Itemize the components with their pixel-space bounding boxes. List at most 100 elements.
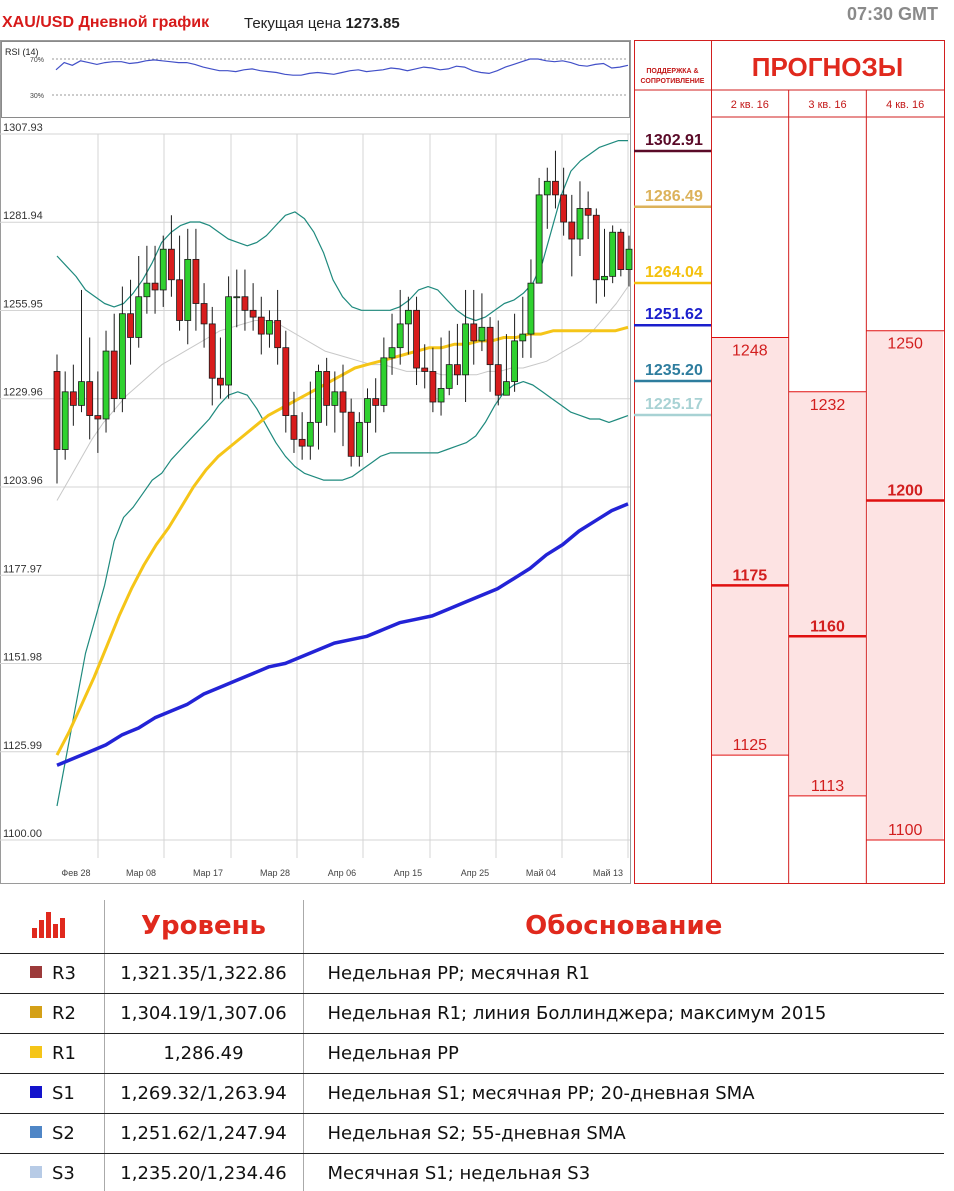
forecast-high-label: 1250	[887, 336, 923, 353]
candle	[568, 194, 576, 277]
level-tag-label: R1	[52, 1042, 76, 1064]
candle	[429, 347, 437, 413]
candle-body	[233, 296, 241, 299]
candle	[151, 245, 159, 314]
candle-body	[184, 258, 192, 321]
candle-body	[601, 275, 608, 281]
candle-body	[429, 371, 437, 403]
candle	[535, 177, 543, 284]
candle	[233, 269, 241, 328]
forecast-low-label: 1125	[733, 737, 768, 754]
candle	[110, 313, 118, 413]
level-value: 1,269.32/1,263.94	[104, 1073, 304, 1114]
candle	[78, 289, 85, 413]
forecast-mid-label: 1175	[732, 567, 767, 584]
candle-body	[486, 326, 494, 366]
candle	[347, 398, 355, 467]
rsi-tick-label: 70%	[30, 57, 44, 64]
candle-body	[364, 398, 371, 423]
candle-body	[453, 364, 461, 376]
current-price: Текущая цена 1273.85	[244, 15, 400, 32]
candle	[282, 330, 290, 433]
levels-table-body: R3 1,321.35/1,322.86 Недельная PP; месячна…	[0, 953, 944, 1191]
candle-body	[78, 381, 85, 406]
candle	[355, 412, 363, 467]
candle-body	[143, 282, 151, 298]
x-tick-label: Апр 15	[394, 868, 422, 878]
y-tick-label: 1281.94	[3, 210, 43, 222]
level-tag: R2	[0, 993, 105, 1034]
candle-body	[339, 391, 347, 413]
support-resistance-column	[634, 40, 712, 884]
rsi-tick-label: 30%	[30, 93, 44, 100]
candle	[592, 208, 600, 304]
candle	[69, 364, 77, 426]
forecast-mid-label: 1160	[810, 618, 845, 635]
table-row: S3 1,235.20/1,234.46 Месячная S1; недельна…	[0, 1153, 944, 1191]
candle-body	[331, 391, 339, 406]
candle-body	[592, 214, 600, 281]
level-color-swatch	[30, 1005, 42, 1018]
candle	[372, 378, 380, 433]
candle	[266, 310, 273, 348]
candle-body	[94, 415, 102, 420]
candle-body	[404, 309, 412, 325]
sr-level-label: 1302.91	[645, 132, 703, 149]
candle	[192, 228, 200, 331]
x-tick-label: Мар 17	[193, 868, 223, 878]
candle-body	[609, 231, 617, 277]
candle	[609, 225, 617, 284]
candle	[453, 323, 461, 386]
candle-body	[192, 258, 200, 304]
candle	[118, 286, 126, 413]
candle	[617, 228, 625, 277]
level-value: 1,251.62/1,247.94	[104, 1113, 304, 1154]
level-value: 1,321.35/1,322.86	[104, 953, 304, 994]
candle-body	[127, 313, 134, 338]
candle	[200, 283, 208, 348]
level-tag-label: S1	[52, 1082, 75, 1104]
x-tick-label: Мар 28	[260, 868, 290, 878]
candle	[437, 337, 445, 416]
level-reason: Недельная S2; 55-дневная SMA	[303, 1113, 944, 1154]
level-header: Уровень	[104, 900, 304, 954]
sr-level-label: 1286.49	[645, 188, 703, 205]
level-tag-label: S3	[52, 1162, 75, 1184]
candle-body	[372, 398, 380, 406]
candle	[511, 313, 519, 392]
sr-level-label: 1225.17	[645, 396, 703, 413]
candle	[601, 228, 608, 297]
candle-body	[306, 421, 314, 447]
price-chart: RSI (14)70% 30% 1307.93 1281.94 1255.95 1229.…	[0, 40, 945, 884]
candle-body	[282, 347, 290, 416]
candle-body	[135, 296, 143, 338]
level-tag-label: R2	[52, 1002, 76, 1024]
sr-title: ПОДДЕРЖКА & СОПРОТИВЛЕНИЕ	[641, 68, 705, 85]
candle-body	[257, 316, 265, 335]
x-tick-label: Май 13	[593, 868, 623, 878]
level-tag-label: R3	[52, 962, 76, 984]
candle	[143, 245, 151, 314]
candle	[94, 371, 102, 453]
candle	[184, 228, 192, 345]
candle-body	[380, 357, 388, 406]
candle	[102, 330, 110, 433]
sma-blue-line	[56, 502, 629, 767]
main-chart-frame	[0, 40, 631, 884]
rsi-label: RSI (14)	[5, 47, 39, 57]
forecast-panel	[711, 40, 945, 884]
candle	[527, 259, 535, 358]
candle-body	[274, 320, 282, 349]
level-reason: Недельная PP	[303, 1033, 944, 1074]
level-color-swatch	[30, 1125, 42, 1138]
forecast-mid-label: 1200	[887, 482, 923, 499]
candle	[159, 235, 167, 307]
candle-body	[413, 309, 420, 369]
candle	[404, 296, 412, 355]
candle-body	[462, 323, 469, 376]
candle	[86, 337, 94, 440]
candle-body	[323, 371, 331, 406]
sr-level-label: 1235.20	[645, 362, 703, 379]
level-reason: Недельная S1; месячная PP; 20-дневная SM…	[303, 1073, 944, 1114]
candle	[396, 289, 404, 365]
